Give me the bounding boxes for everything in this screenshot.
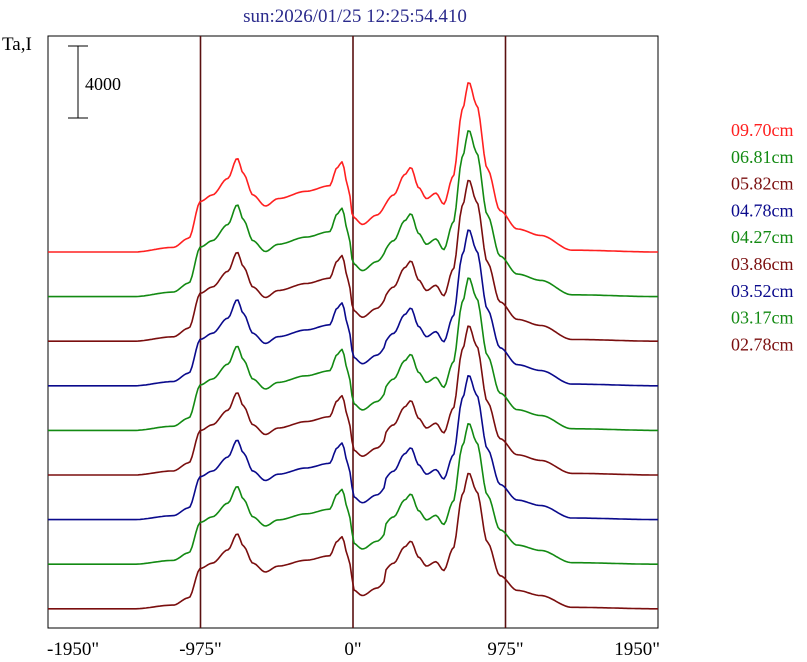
legend-item: 05.82cm — [731, 174, 794, 194]
series-line — [48, 179, 658, 342]
scale-bar-label: 4000 — [85, 74, 121, 94]
series-line — [48, 277, 658, 432]
series-line — [48, 130, 658, 298]
x-tick-label: 1950" — [614, 639, 660, 660]
legend-item: 03.86cm — [731, 254, 794, 274]
x-tick-label: 975" — [487, 639, 523, 660]
series-line — [48, 472, 658, 610]
series-line — [48, 375, 658, 521]
series-line — [48, 325, 658, 476]
legend-item: 09.70cm — [731, 120, 794, 140]
scale-bar: 4000 — [68, 45, 121, 119]
chart-title: sun:2026/01/25 12:25:54.410 — [243, 6, 467, 27]
legend: 09.70cm 06.81cm 05.82cm 04.78cm 04.27cm 03.86… — [731, 120, 794, 354]
vertical-markers — [199, 36, 507, 628]
legend-item: 04.78cm — [731, 200, 794, 220]
spectral-curves — [48, 82, 658, 610]
x-tick-label: 0" — [344, 639, 361, 660]
series-line — [48, 229, 658, 387]
legend-item: 02.78cm — [731, 334, 794, 354]
series-line — [48, 82, 658, 253]
legend-item: 04.27cm — [731, 227, 794, 247]
legend-item: 06.81cm — [731, 147, 794, 167]
x-tick-labels: -1950" -975" 0" 975" 1950" — [47, 639, 660, 660]
legend-item: 03.52cm — [731, 281, 794, 301]
x-tick-label: -975" — [179, 639, 222, 660]
series-line — [48, 423, 658, 565]
x-tick-label: -1950" — [47, 639, 99, 660]
y-axis-label: Ta,I — [2, 34, 32, 55]
legend-item: 03.17cm — [731, 308, 794, 328]
